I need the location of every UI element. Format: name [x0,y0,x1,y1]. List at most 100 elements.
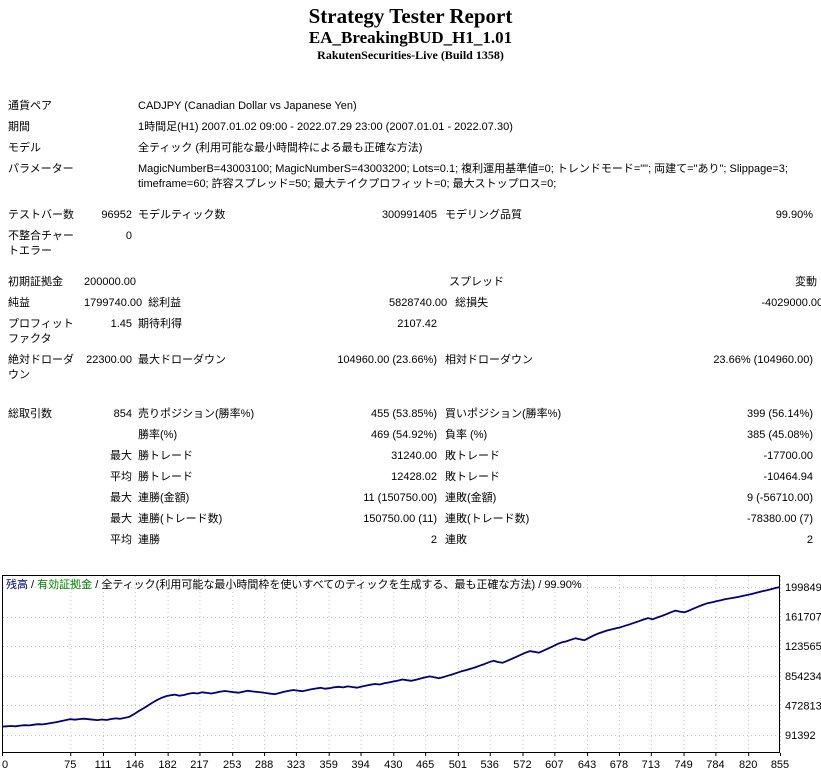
stat-label: 絶対ドローダウン [8,354,74,381]
stat-label: モデルティック数 [138,209,226,221]
stats-cell-1: 総取引数 854 [8,407,132,422]
stats-cell-2: 連勝 2 [138,533,437,548]
x-axis-label: 749 [674,759,692,771]
stat-label: 連勝(金額) [138,492,190,504]
legend-separator: / [92,579,102,591]
stats-cell-1: プロフィットファクタ 1.45 [8,317,132,347]
stat-value: 96952 [101,209,132,221]
stat-value: 最大 [110,492,132,504]
stats-cell-2: 勝トレード 12428.02 [138,470,437,485]
stats-cell-1: 最大 [8,491,132,506]
stat-value: 385 (45.08%) [746,429,813,441]
stats-row: 不整合チャートエラー 0 [8,226,821,262]
stats-cell-1: テストバー数 96952 [8,208,132,223]
x-axis-label: 430 [384,759,402,771]
balance-chart-canvas: 1998495 1617075 1235654 854234 472813 91392 0 7… [2,575,821,771]
stats-cell-1: 平均 [8,533,132,548]
stats-row: 平均 連勝 2 連敗 2 [8,530,821,551]
stats-cell-3: 負率 (%) 385 (45.08%) [445,428,813,443]
stats-cell-2: 勝トレード 31240.00 [138,449,437,464]
stat-label: 連勝 [138,534,160,546]
stat-value: 469 (54.92%) [370,429,437,441]
stat-value: 23.66% (104960.00) [713,354,813,366]
stat-label: 買いポジション(勝率%) [445,408,562,420]
stat-value: 最大 [110,513,132,525]
stats-cell-3: モデリング品質 99.90% [445,208,813,223]
stats-cell-3: スプレッド 変動 [449,275,817,290]
stats-cell-2: 連勝(金額) 11 (150750.00) [138,491,437,506]
stat-label: 純益 [8,297,30,309]
stat-label: 連勝(トレード数) [138,513,223,525]
stats-row: 最大 連勝(トレード数) 150750.00 (11) 連敗(トレード数) -7… [8,509,821,530]
plot-border [2,575,780,753]
stats-cell-1: 平均 [8,470,132,485]
model-value: 全ティック (利用可能な最小時間枠による最も正確な方法) [138,142,423,154]
stats-row: 最大 連勝(金額) 11 (150750.00) 連敗(金額) 9 (-5671… [8,488,821,509]
stats-group-testing: テストバー数 96952 モデルティック数 300991405 モデリング品質 … [8,205,821,262]
balance-chart: 1998495 1617075 1235654 854234 472813 91392 0 7… [2,575,821,774]
x-axis-label: 0 [2,759,8,771]
stats-cell-3: 敗トレード -17700.00 [445,449,813,464]
y-axis-label: 472813 [785,700,821,712]
stats-cell-1: 最大 [8,449,132,464]
stat-label: 勝トレード [138,450,193,462]
y-axis-label: 1998495 [785,582,821,594]
stats-row: 総取引数 854 売りポジション(勝率%) 455 (53.85%) 買いポジシ… [8,404,821,425]
stat-value: 最大 [110,450,132,462]
x-axis-label: 75 [64,759,76,771]
x-axis-label: 678 [610,759,628,771]
period-value: 1時間足(H1) 2007.01.02 09:00 - 2022.07.29 2… [138,121,513,133]
stats-row: プロフィットファクタ 1.45 期待利得 2107.42 [8,314,821,350]
y-axis-label: 1235654 [785,641,821,653]
period-label: 期間 [8,121,30,133]
stats-cell-2: 最大ドローダウン 104960.00 (23.66%) [138,353,437,368]
symbol-label: 通貨ペア [8,100,52,112]
x-axis-label: 607 [545,759,563,771]
stat-label: 勝トレード [138,471,193,483]
x-axis-label: 253 [223,759,241,771]
stat-value: -10464.94 [763,471,813,483]
y-axis-label: 854234 [785,671,821,683]
stats-cell-3: 敗トレード -10464.94 [445,470,813,485]
stats-cell-3: 相対ドローダウン 23.66% (104960.00) [445,353,813,368]
legend-quality: 99.90% [544,579,582,591]
stat-label: 総利益 [148,297,182,309]
x-axis-label: 501 [449,759,467,771]
stat-value: 平均 [110,471,132,483]
stat-label: 敗トレード [445,471,500,483]
stats-group-financial: 初期証拠金 200000.00 スプレッド 変動 純益 1799740.00 総… [8,272,821,386]
stat-value: 11 (150750.00) [363,492,437,504]
stat-label: 売りポジション(勝率%) [138,408,255,420]
stats-group-trades: 総取引数 854 売りポジション(勝率%) 455 (53.85%) 買いポジシ… [8,404,821,551]
stat-value: 200000.00 [84,276,136,288]
stat-label: 勝率(%) [138,429,178,441]
stats-row: テストバー数 96952 モデルティック数 300991405 モデリング品質 … [8,205,821,226]
x-axis-label: 323 [287,759,305,771]
parameters-label: パラメーター [8,163,74,175]
stat-value: -78380.00 (7) [746,513,813,525]
x-axis-label: 111 [95,759,112,771]
stats-cell-3: 買いポジション(勝率%) 399 (56.14%) [445,407,813,422]
legend-separator: / [28,579,38,591]
stat-value: 399 (56.14%) [746,408,813,420]
legend-equity-label: 有効証拠金 [37,579,93,591]
legend-balance-label: 残高 [6,579,28,591]
stats-cell-1: 純益 1799740.00 [8,296,142,311]
stat-value: 150750.00 (11) [363,513,437,525]
stats-cell-3: 連敗(金額) 9 (-56710.00) [445,491,813,506]
stats-cell-2: 総利益 5828740.00 [148,296,447,311]
stat-value: 1799740.00 [84,297,143,309]
balance-curve [2,586,781,728]
x-axis-label: 713 [642,759,660,771]
stats-cell-2: 期待利得 2107.42 [138,317,437,332]
stat-label: 不整合チャートエラー [8,230,74,257]
summary-row-model: モデル 全ティック (利用可能な最小時間枠による最も正確な方法) [8,138,821,159]
stat-value: 99.90% [775,209,813,221]
x-axis-label: 643 [578,759,596,771]
stats-row: 純益 1799740.00 総利益 5828740.00 総損失 -402900… [8,293,821,314]
stat-label: スプレッド [449,276,504,288]
stats-cell-2: 売りポジション(勝率%) 455 (53.85%) [138,407,437,422]
stat-value: 12428.02 [391,471,437,483]
stat-label: 連敗 [445,534,467,546]
